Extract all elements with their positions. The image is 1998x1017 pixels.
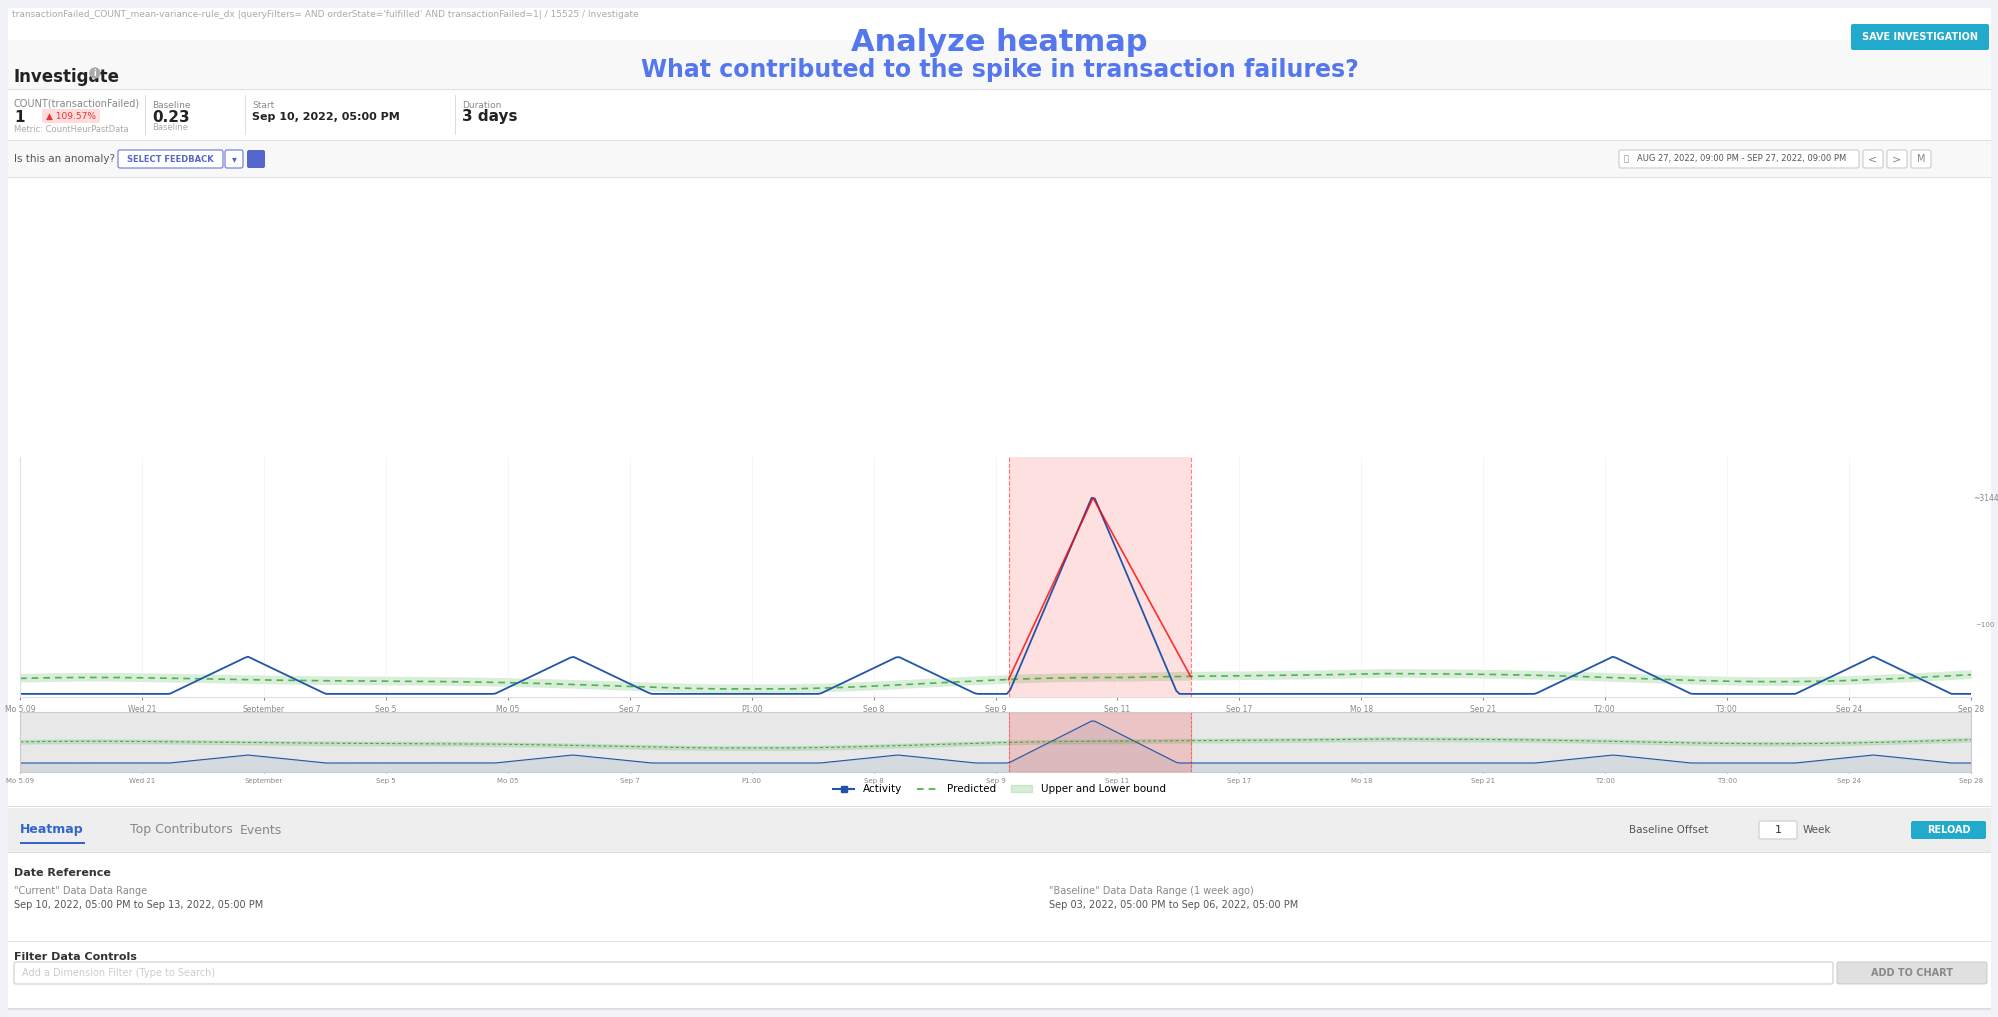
Text: COUNT(transactionFailed): COUNT(transactionFailed)	[14, 98, 140, 108]
Text: Baseline: Baseline	[152, 101, 190, 110]
FancyBboxPatch shape	[8, 40, 1990, 89]
FancyBboxPatch shape	[118, 149, 224, 168]
Text: ▲ 109.57%: ▲ 109.57%	[46, 112, 96, 120]
Text: Sep 10, 2022, 05:00 PM: Sep 10, 2022, 05:00 PM	[252, 112, 400, 122]
Text: "Baseline" Data Data Range (1 week ago): "Baseline" Data Data Range (1 week ago)	[1049, 886, 1253, 896]
FancyBboxPatch shape	[1850, 24, 1988, 50]
Text: SELECT FEEDBACK: SELECT FEEDBACK	[126, 155, 214, 164]
Text: Events: Events	[240, 824, 282, 837]
Text: Sep 10, 2022, 05:00 PM to Sep 13, 2022, 05:00 PM: Sep 10, 2022, 05:00 PM to Sep 13, 2022, …	[14, 900, 264, 910]
FancyBboxPatch shape	[8, 8, 1990, 1009]
FancyBboxPatch shape	[8, 944, 1990, 1009]
Text: Metric: CountHeurPastData: Metric: CountHeurPastData	[14, 124, 128, 133]
Text: "Current" Data Data Range: "Current" Data Data Range	[14, 886, 148, 896]
Text: M: M	[1916, 154, 1924, 164]
Text: Date Reference: Date Reference	[14, 868, 110, 878]
FancyBboxPatch shape	[226, 149, 244, 168]
Text: Baseline Offset: Baseline Offset	[1628, 825, 1708, 835]
Text: transactionFailed_COUNT_mean-variance-rule_dx |queryFilters= AND orderState='ful: transactionFailed_COUNT_mean-variance-ru…	[12, 10, 637, 19]
FancyBboxPatch shape	[8, 1012, 1990, 1017]
Text: Duration: Duration	[462, 101, 501, 110]
Text: ADD TO CHART: ADD TO CHART	[1870, 968, 1952, 978]
Text: Add a Dimension Filter (Type to Search): Add a Dimension Filter (Type to Search)	[22, 968, 216, 978]
Text: 3 days: 3 days	[462, 110, 517, 124]
Text: <: <	[1868, 154, 1876, 164]
Text: 1: 1	[14, 110, 24, 124]
Text: ~3144: ~3144	[1972, 494, 1998, 502]
Text: Sep 03, 2022, 05:00 PM to Sep 06, 2022, 05:00 PM: Sep 03, 2022, 05:00 PM to Sep 06, 2022, …	[1049, 900, 1297, 910]
FancyBboxPatch shape	[1910, 821, 1984, 839]
Circle shape	[90, 68, 100, 78]
FancyBboxPatch shape	[248, 149, 266, 168]
Text: 1: 1	[1774, 825, 1780, 835]
FancyBboxPatch shape	[42, 109, 100, 123]
Text: Is this an anomaly?: Is this an anomaly?	[14, 154, 116, 164]
Text: Analyze heatmap: Analyze heatmap	[851, 28, 1147, 57]
Text: AUG 27, 2022, 09:00 PM - SEP 27, 2022, 09:00 PM: AUG 27, 2022, 09:00 PM - SEP 27, 2022, 0…	[1636, 155, 1846, 164]
Text: ~100: ~100	[1974, 622, 1994, 629]
FancyBboxPatch shape	[1862, 149, 1882, 168]
Text: ▾: ▾	[232, 154, 236, 164]
FancyBboxPatch shape	[8, 807, 1990, 852]
FancyBboxPatch shape	[8, 141, 1990, 177]
Text: Heatmap: Heatmap	[20, 824, 84, 837]
FancyBboxPatch shape	[8, 856, 1990, 941]
Text: 0.23: 0.23	[152, 110, 190, 124]
FancyBboxPatch shape	[20, 842, 86, 844]
Bar	[1009, 712, 1191, 772]
Text: Top Contributors: Top Contributors	[130, 824, 232, 837]
Bar	[1009, 457, 1191, 697]
FancyBboxPatch shape	[1618, 149, 1858, 168]
FancyBboxPatch shape	[1758, 821, 1796, 839]
FancyBboxPatch shape	[1910, 149, 1930, 168]
Text: Week: Week	[1802, 825, 1830, 835]
FancyBboxPatch shape	[14, 962, 1832, 984]
Text: 📅: 📅	[1622, 155, 1628, 164]
Text: RELOAD: RELOAD	[1926, 825, 1970, 835]
Text: Investigate: Investigate	[14, 68, 120, 86]
Text: SAVE INVESTIGATION: SAVE INVESTIGATION	[1860, 32, 1976, 42]
Text: Start: Start	[252, 101, 274, 110]
Text: >: >	[1892, 154, 1900, 164]
Text: What contributed to the spike in transaction failures?: What contributed to the spike in transac…	[639, 58, 1359, 82]
FancyBboxPatch shape	[1886, 149, 1906, 168]
Text: Filter Data Controls: Filter Data Controls	[14, 952, 136, 962]
Text: Baseline: Baseline	[152, 123, 188, 132]
FancyBboxPatch shape	[1836, 962, 1986, 984]
Text: i: i	[94, 68, 96, 77]
Legend: Activity, Predicted, Upper and Lower bound: Activity, Predicted, Upper and Lower bou…	[829, 780, 1169, 798]
